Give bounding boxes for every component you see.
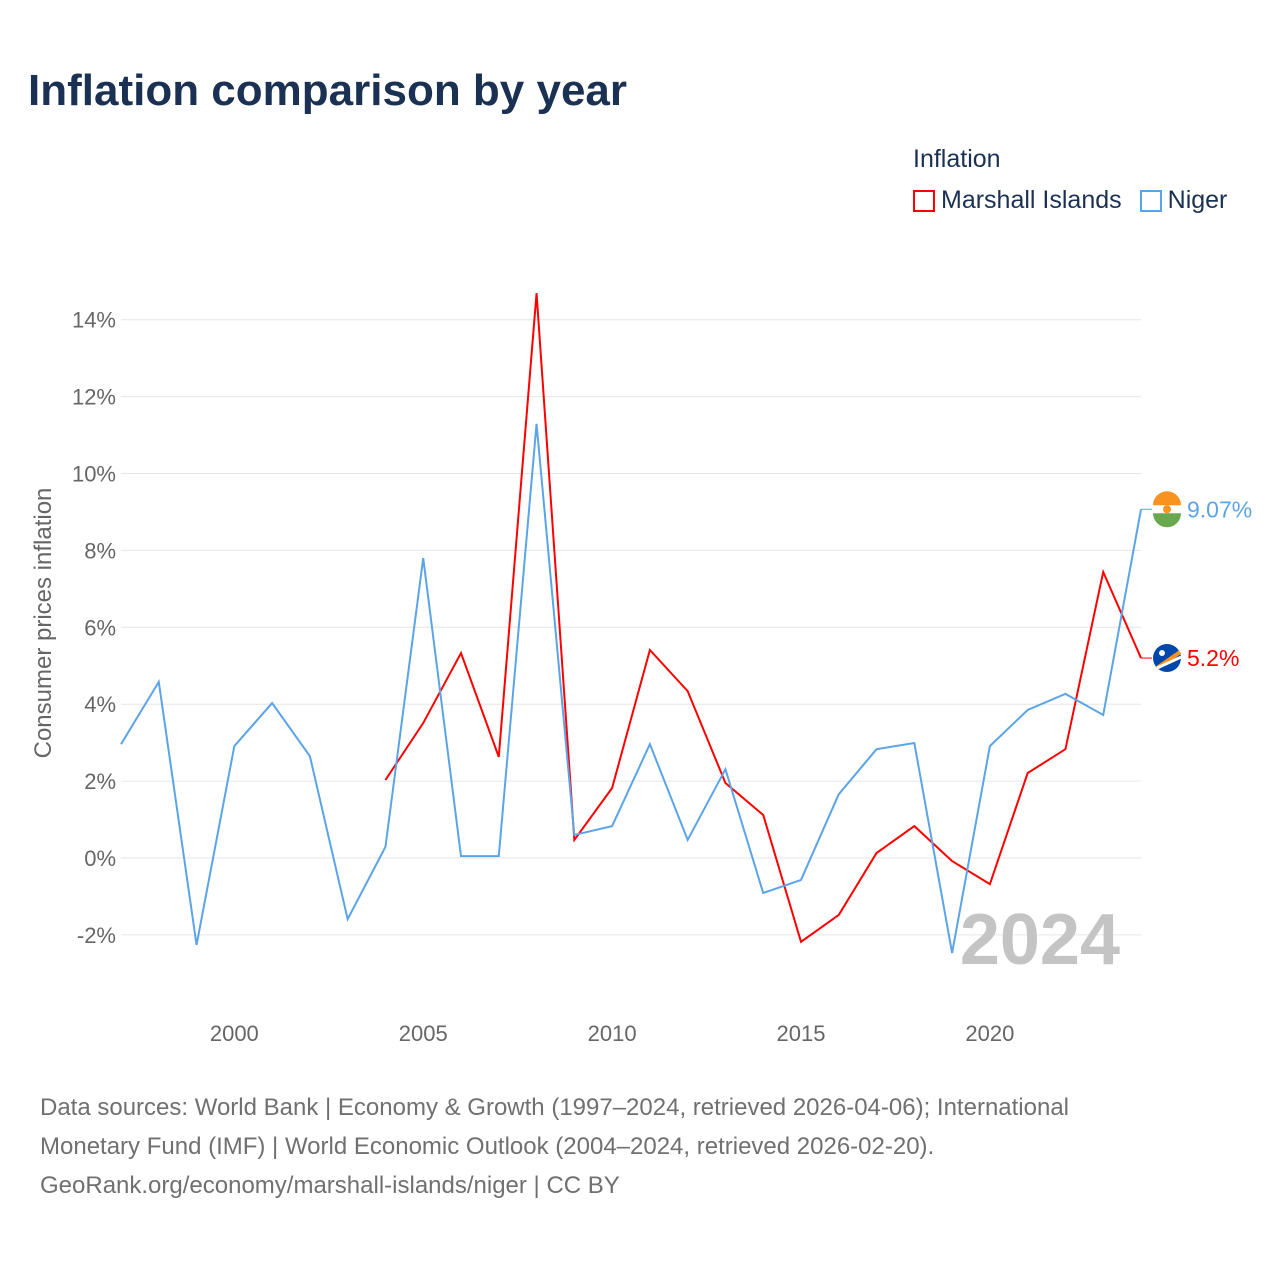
y-axis-ticks: -2% 0% 2% 4% 6% 8% 10% 12% 14% xyxy=(72,308,116,948)
x-tick-label: 2015 xyxy=(777,1021,826,1046)
y-tick-label: 0% xyxy=(84,846,116,871)
y-tick-label: 10% xyxy=(72,462,116,487)
legend-label: Niger xyxy=(1167,186,1228,214)
legend-item-marshall-islands[interactable]: Marshall Islands xyxy=(913,186,1122,215)
legend-swatch-niger xyxy=(1139,189,1162,212)
y-tick-label: 14% xyxy=(72,308,116,333)
x-tick-label: 2010 xyxy=(588,1021,637,1046)
y-axis-label: Consumer prices inflation xyxy=(30,488,57,759)
flag-stripe xyxy=(1153,513,1181,528)
end-value-label: 5.2% xyxy=(1187,645,1239,671)
x-axis-ticks: 2000 2005 2010 2015 2020 xyxy=(210,1021,1015,1046)
line-chart: -2%0%2%4%6%8%10%12%14% 2000 2005 2010 2015 2… xyxy=(30,293,1252,1046)
series-line-marshall-islands xyxy=(384,293,1142,944)
y-tick-label: 12% xyxy=(72,385,116,410)
legend-item-niger[interactable]: Niger xyxy=(1139,186,1228,215)
footer-line: Monetary Fund (IMF) | World Economic Out… xyxy=(40,1133,935,1160)
footer-line: Data sources: World Bank | Economy & Gro… xyxy=(40,1094,1070,1121)
y-tick-label: 2% xyxy=(84,769,116,794)
series-lines xyxy=(120,293,1142,954)
data-sources-footer: Data sources: World Bank | Economy & Gro… xyxy=(40,1088,1260,1205)
legend-label: Marshall Islands xyxy=(941,186,1122,214)
flag-sun xyxy=(1163,505,1171,514)
x-tick-label: 2000 xyxy=(210,1021,259,1046)
y-tick-label: 6% xyxy=(84,615,116,640)
legend-swatch-marshall-islands xyxy=(913,189,935,212)
y-tick-label: 4% xyxy=(84,692,116,717)
flag-stripe xyxy=(1153,491,1181,506)
y-tick-label: -2% xyxy=(77,923,116,948)
flag-star xyxy=(1159,650,1165,657)
flag-stripe xyxy=(1156,655,1182,670)
gridlines xyxy=(121,319,1141,936)
x-tick-label: 2020 xyxy=(965,1021,1014,1046)
end-value-label: 9.07% xyxy=(1187,496,1252,522)
x-tick-label: 2005 xyxy=(399,1021,448,1046)
legend-title: Inflation xyxy=(913,145,1001,173)
end-labels: 5.2% 9.07% xyxy=(1141,491,1252,673)
legend: Marshall Islands Niger xyxy=(913,186,1227,215)
y-tick-label: 8% xyxy=(84,538,116,563)
watermark-year: 2024 xyxy=(960,900,1120,980)
chart-title: Inflation comparison by year xyxy=(28,66,628,115)
footer-line: GeoRank.org/economy/marshall-islands/nig… xyxy=(40,1172,620,1199)
series-line-niger xyxy=(120,423,1142,954)
